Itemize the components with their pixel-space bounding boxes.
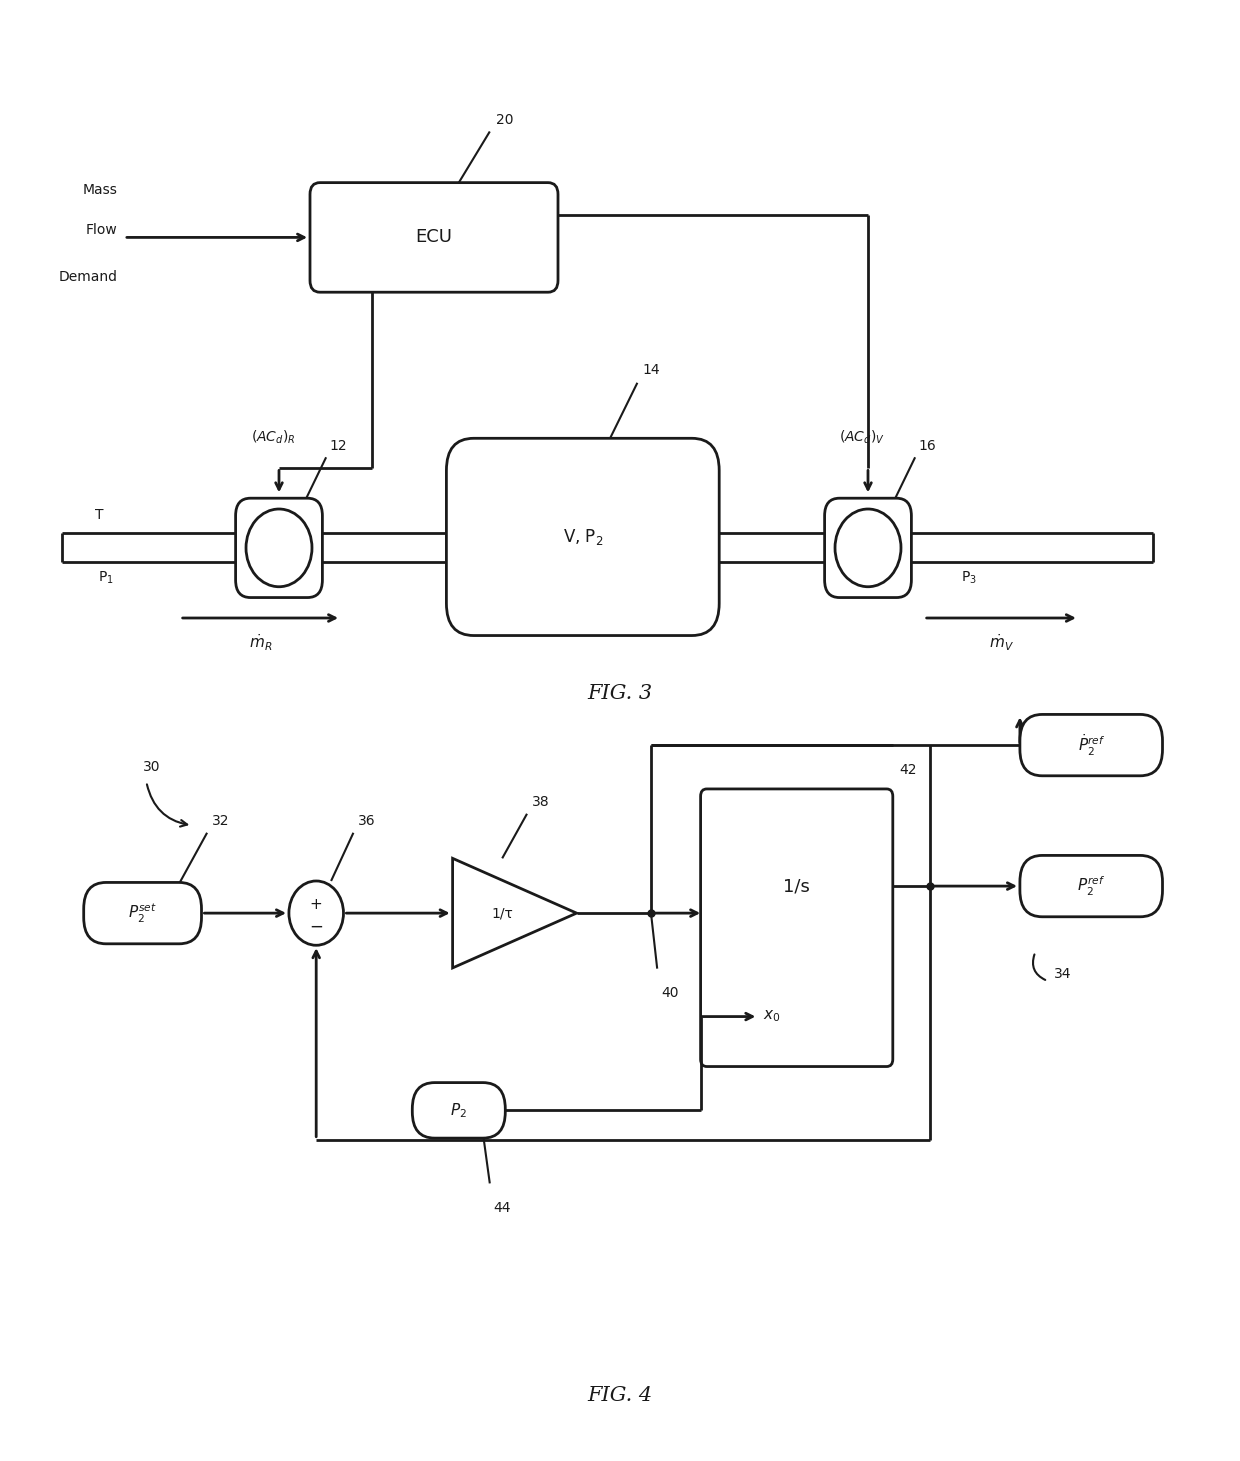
FancyBboxPatch shape: [825, 498, 911, 598]
FancyBboxPatch shape: [1019, 714, 1163, 776]
Text: T: T: [95, 507, 103, 522]
Text: 14: 14: [642, 362, 660, 377]
Text: 36: 36: [358, 814, 376, 828]
Text: 32: 32: [212, 814, 229, 828]
Text: −: −: [309, 918, 324, 935]
Text: FIG. 4: FIG. 4: [588, 1385, 652, 1405]
Text: 1/τ: 1/τ: [491, 906, 513, 920]
FancyBboxPatch shape: [84, 882, 201, 944]
Text: 42: 42: [899, 763, 916, 777]
Text: $(AC_d)_R$: $(AC_d)_R$: [250, 428, 295, 446]
Text: Flow: Flow: [86, 224, 118, 237]
Text: ECU: ECU: [415, 228, 453, 247]
Text: $(AC_d)_V$: $(AC_d)_V$: [838, 428, 885, 446]
Text: P$_3$: P$_3$: [961, 570, 977, 586]
FancyBboxPatch shape: [1019, 856, 1163, 918]
Text: 34: 34: [1054, 967, 1071, 980]
Circle shape: [289, 881, 343, 945]
Text: 12: 12: [330, 438, 347, 453]
Text: $x_0$: $x_0$: [763, 1008, 781, 1024]
FancyBboxPatch shape: [412, 1083, 506, 1138]
FancyBboxPatch shape: [236, 498, 322, 598]
Text: FIG. 3: FIG. 3: [588, 684, 652, 704]
Text: $P_2$: $P_2$: [450, 1102, 467, 1119]
Text: $\dot{m}_R$: $\dot{m}_R$: [249, 633, 272, 653]
Text: $P_2^{ref}$: $P_2^{ref}$: [1078, 875, 1105, 897]
Text: 38: 38: [532, 795, 549, 809]
Text: $\dot{P}_2^{ref}$: $\dot{P}_2^{ref}$: [1078, 732, 1105, 758]
Text: Mass: Mass: [83, 183, 118, 197]
Text: +: +: [310, 897, 322, 912]
FancyBboxPatch shape: [701, 789, 893, 1067]
FancyBboxPatch shape: [310, 183, 558, 292]
Polygon shape: [453, 858, 577, 967]
Text: 16: 16: [919, 438, 936, 453]
Text: 44: 44: [494, 1201, 511, 1216]
Text: 1/s: 1/s: [784, 877, 810, 896]
Text: $P_2^{set}$: $P_2^{set}$: [128, 901, 157, 925]
Circle shape: [246, 508, 312, 587]
Text: 20: 20: [496, 112, 513, 127]
Text: P$_1$: P$_1$: [98, 570, 113, 586]
Text: $\dot{m}_V$: $\dot{m}_V$: [990, 633, 1014, 653]
Circle shape: [835, 508, 901, 587]
FancyBboxPatch shape: [446, 438, 719, 636]
Text: 30: 30: [143, 760, 160, 774]
Text: Demand: Demand: [58, 269, 118, 283]
Text: 40: 40: [661, 986, 678, 1001]
Text: V, P$_2$: V, P$_2$: [563, 527, 603, 546]
